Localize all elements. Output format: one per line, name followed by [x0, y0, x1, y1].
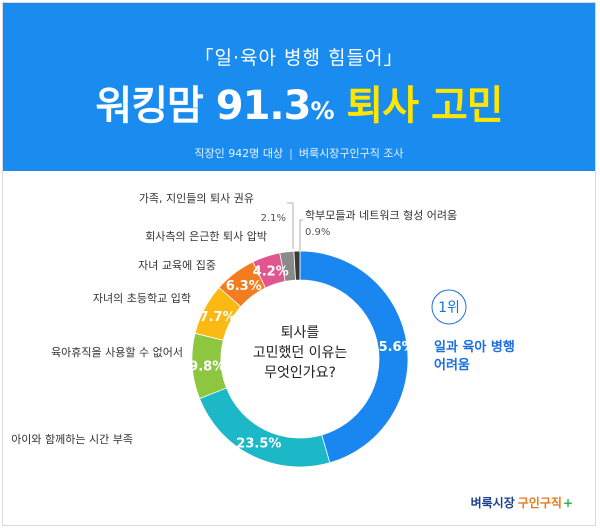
infographic: 「일·육아 병행 힘들어」 워킹맘 91.3% 퇴사 고민 직장인 942명 대…: [2, 2, 596, 526]
donut-slice-2: [198, 387, 331, 468]
slice-value-2: 23.5%: [236, 436, 281, 451]
slice-value-7: 2.1%: [261, 213, 286, 224]
donut-slice-1: [299, 250, 409, 464]
survey-target: 직장인 942명 대상: [194, 147, 284, 160]
category-labels: 아이와 함께하는 시간 부족 육아휴직을 사용할 수 없어서 자녀의 초등학교 입학…: [11, 192, 457, 446]
slice-value-3: 9.8%: [189, 359, 225, 374]
leader-line-7: [287, 202, 294, 249]
donut-slice-8: [293, 250, 301, 281]
category-label-4: 자녀의 초등학교 입학: [93, 292, 191, 305]
rank-label: 1위: [438, 300, 460, 316]
category-label-8: 학부모들과 네트워크 형성 어려움: [305, 209, 457, 222]
slice-value-8: 0.9%: [305, 227, 330, 238]
survey-source: 벼룩시장구인구직 조사: [298, 147, 404, 160]
headline-highlight: 퇴사 고민: [333, 83, 503, 129]
leader-lines: [287, 202, 303, 251]
headline-prefix: 워킹맘 91.3: [95, 83, 311, 129]
headline: 워킹맘 91.3% 퇴사 고민: [3, 73, 595, 131]
center-question-line-2: 고민했던 이유는: [253, 345, 348, 361]
logo-part2: 구인구직: [517, 496, 562, 510]
slice-value-6: 4.2%: [253, 265, 289, 280]
logo-plus-icon: +: [562, 496, 573, 510]
category-label-3: 육아휴직을 사용할 수 없어서: [51, 346, 183, 359]
survey-info: 직장인 942명 대상 | 벼룩시장구인구직 조사: [3, 145, 595, 161]
donut-chart: 45.6% 23.5% 9.8% 7.7% 6.3%4.2% 아이와 함께하는 시간 부…: [11, 192, 515, 468]
center-question-line-3: 무엇인가요?: [264, 365, 336, 381]
donut-slices: [191, 250, 409, 468]
separator: |: [289, 147, 293, 160]
slice-value-5: 6.3%: [226, 279, 262, 294]
logo-part1: 벼룩시장: [470, 496, 515, 510]
category-label-5: 자녀 교육에 집중: [138, 259, 216, 272]
slice-value-4: 7.7%: [200, 310, 236, 325]
category-label-2: 아이와 함께하는 시간 부족: [11, 432, 133, 446]
leader-line-8: [299, 219, 303, 251]
category-label-7: 가족, 지인들의 퇴사 권유: [139, 192, 254, 205]
subtitle: 「일·육아 병행 힘들어」: [194, 47, 404, 69]
header-banner: 「일·육아 병행 힘들어」 워킹맘 91.3% 퇴사 고민 직장인 942명 대…: [3, 3, 595, 171]
brand-logo: 벼룩시장 구인구직+: [471, 494, 573, 511]
rank-badge: [431, 289, 467, 325]
top-reason-line-2: 어려움: [434, 357, 470, 373]
category-label-6: 회사측의 은근한 퇴사 압박: [145, 230, 267, 243]
headline-unit: %: [310, 97, 334, 125]
slice-value-labels: 45.6% 23.5% 9.8% 7.7% 6.3%4.2%: [189, 265, 414, 452]
top-reason-line-1: 일과 육아 병행: [434, 339, 515, 355]
slice-value-1: 45.6%: [370, 340, 415, 355]
center-question-line-1: 퇴사를: [281, 325, 320, 341]
